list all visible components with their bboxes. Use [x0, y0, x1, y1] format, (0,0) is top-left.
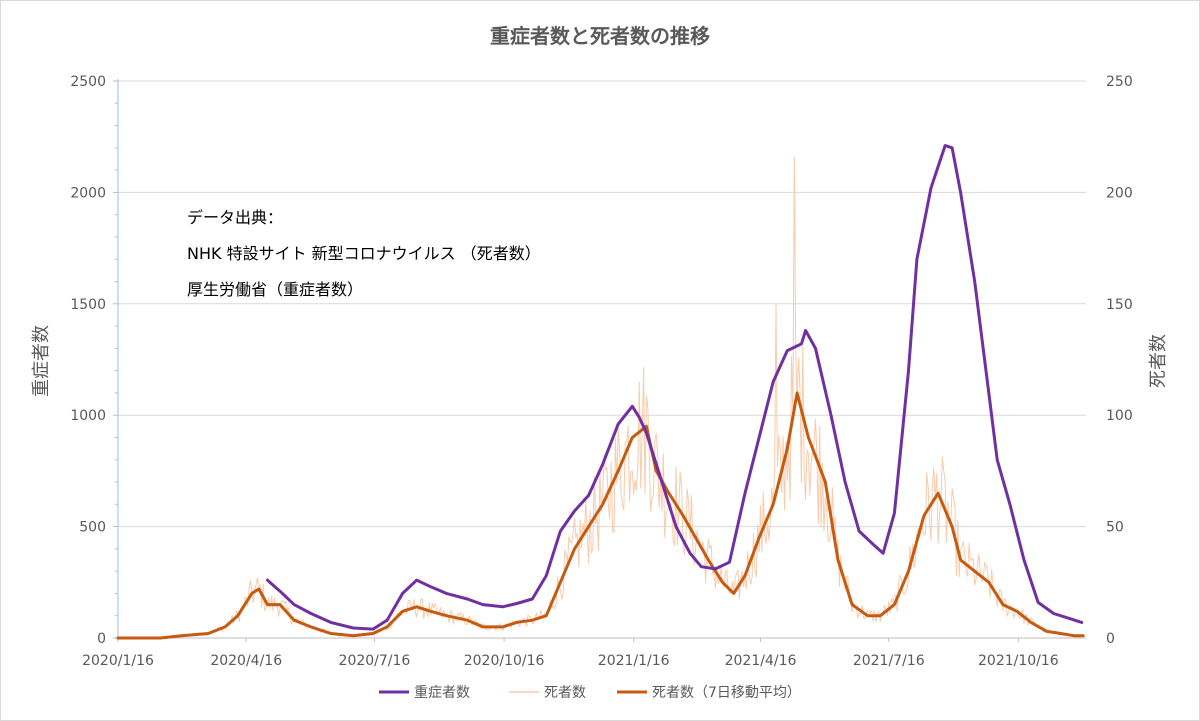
right-y-tick-label: 100	[1106, 408, 1133, 424]
x-tick-label: 2021/7/16	[853, 653, 925, 669]
x-tick-label: 2020/1/16	[82, 653, 154, 669]
legend-label-deaths-daily: 死者数	[544, 685, 586, 701]
legend-label-severe: 重症者数	[414, 685, 470, 701]
left-y-tick-label: 2500	[70, 74, 106, 90]
x-tick-label: 2021/10/16	[978, 653, 1059, 669]
left-y-tick-label: 0	[97, 631, 106, 647]
right-y-tick-labels: 0 50 100 150 200 250	[1106, 74, 1133, 647]
legend-label-deaths-avg: 死者数（7日移動平均）	[652, 685, 801, 701]
left-y-axis-title: 重症者数	[31, 325, 52, 397]
left-y-tick-label: 2000	[70, 185, 106, 201]
series-line-deaths-daily	[118, 156, 1084, 639]
x-tick-label: 2020/4/16	[210, 653, 282, 669]
right-y-tick-label: 250	[1106, 74, 1133, 90]
left-y-tick-label: 1000	[70, 408, 106, 424]
x-tick-label: 2021/1/16	[598, 653, 670, 669]
right-y-axis-title: 死者数	[1148, 334, 1169, 388]
left-y-tick-label: 1500	[70, 297, 106, 313]
left-y-tick-label: 500	[79, 520, 106, 536]
x-tick-label: 2020/10/16	[464, 653, 545, 669]
left-y-tick-labels: 0 500 1000 1500 2000 2500	[70, 74, 118, 647]
x-tick-labels: 2020/1/16 2020/4/16 2020/7/16 2020/10/16 202…	[82, 638, 1059, 669]
series-line-severe	[265, 144, 1084, 631]
x-tick-label: 2020/7/16	[339, 653, 411, 669]
legend-item-deaths-avg: 死者数（7日移動平均）	[617, 685, 801, 701]
legend: 重症者数 死者数 死者数（7日移動平均）	[379, 685, 801, 701]
source-note-heading: データ出典：	[187, 208, 283, 227]
right-y-tick-label: 150	[1106, 297, 1133, 313]
left-y-minor-ticks	[115, 102, 118, 617]
legend-item-deaths-daily: 死者数	[509, 685, 586, 701]
series-line-deaths-7day-avg	[116, 391, 1085, 640]
plot-area	[116, 144, 1085, 640]
right-y-tick-label: 0	[1106, 631, 1115, 647]
legend-item-severe: 重症者数	[379, 685, 470, 701]
right-y-tick-label: 200	[1106, 185, 1133, 201]
gridlines	[118, 80, 1086, 528]
source-note-deaths: NHK 特設サイト 新型コロナウイルス （死者数）	[187, 244, 541, 263]
x-tick-label: 2021/4/16	[725, 653, 797, 669]
chart-title: 重症者数と死者数の推移	[490, 24, 710, 48]
source-note-severe: 厚生労働省（重症者数）	[187, 280, 363, 299]
right-y-tick-label: 50	[1106, 520, 1124, 536]
